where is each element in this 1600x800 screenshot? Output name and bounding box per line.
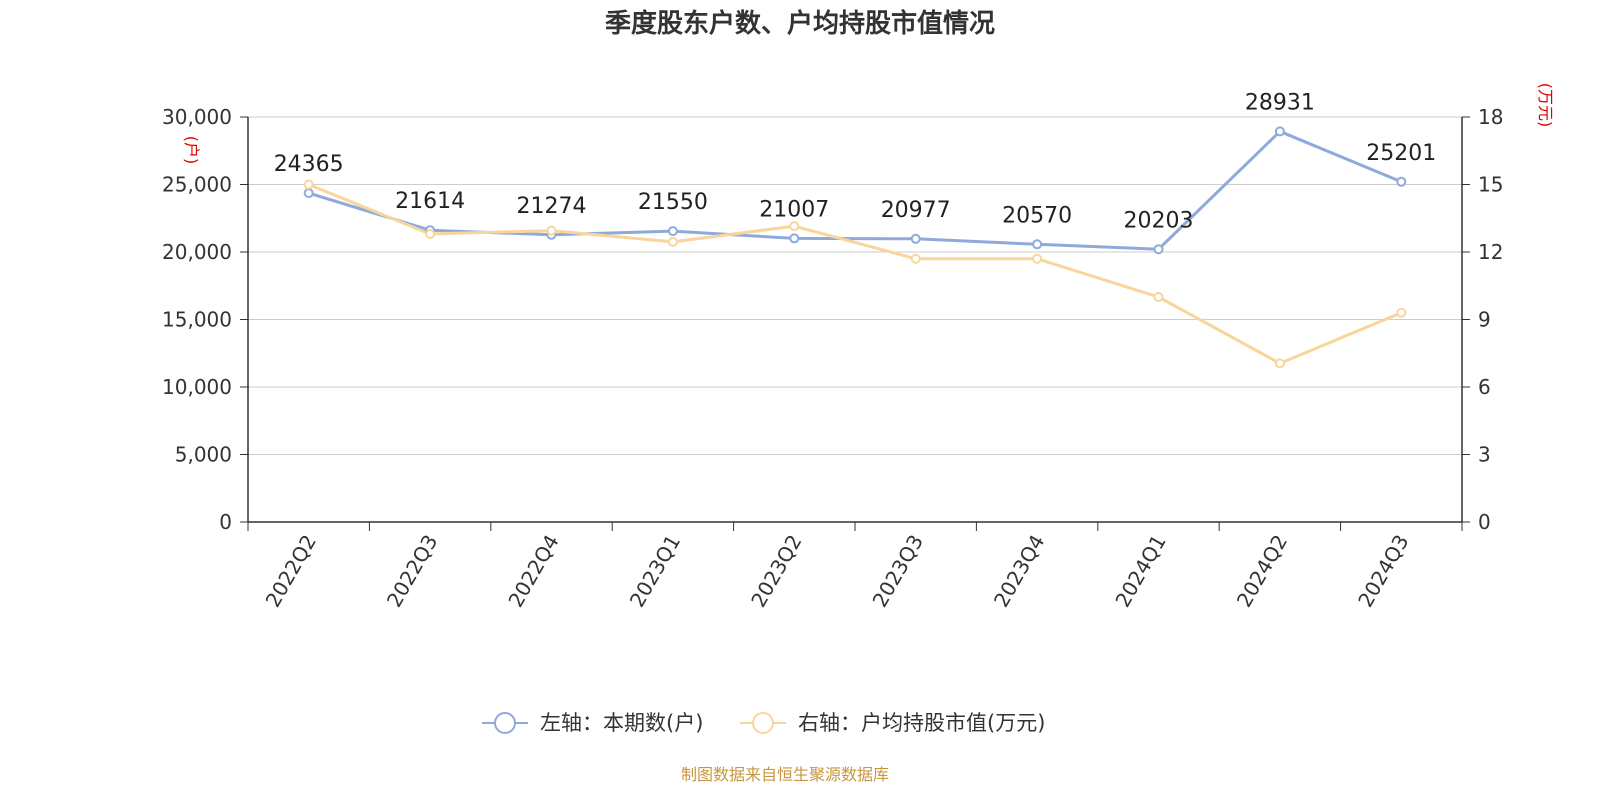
legend-item-left-series[interactable]: 左轴：本期数(户) — [482, 711, 703, 735]
data-label: 21007 — [759, 197, 829, 222]
data-point-right — [667, 236, 678, 247]
left-axis-tick-label: 30,000 — [162, 105, 232, 129]
legend-right-series-circle-icon — [752, 712, 774, 734]
data-point-right — [1153, 292, 1164, 302]
data-point-right — [1274, 358, 1285, 369]
x-axis-tick-label: 2024Q3 — [1353, 531, 1413, 612]
data-point-right — [546, 225, 557, 236]
data-label: 21274 — [517, 194, 587, 219]
right-axis-unit: (万元) — [1536, 83, 1555, 128]
data-point-right — [789, 221, 800, 232]
data-label: 20570 — [1002, 203, 1072, 228]
right-axis-tick-label: 9 — [1478, 308, 1491, 332]
left-axis-tick-label: 15,000 — [162, 308, 232, 332]
x-axis-tick-label: 2023Q2 — [746, 531, 806, 612]
data-label: 28931 — [1245, 90, 1315, 115]
data-point-right — [1396, 307, 1407, 318]
chart-title: 季度股东户数、户均持股市值情况 — [605, 8, 995, 39]
legend-item-right-series[interactable]: 右轴：户均持股市值(万元) — [740, 711, 1045, 735]
data-point-right — [303, 179, 314, 190]
data-point-left — [303, 188, 314, 199]
data-point-right — [425, 229, 436, 239]
data-label: 25201 — [1366, 141, 1436, 166]
right-axis-tick-label: 15 — [1478, 173, 1503, 197]
left-axis-unit: (户) — [182, 136, 201, 165]
data-labels: 24365 21614 21274 21550 21007 20977 20570 20203… — [274, 90, 1437, 233]
right-axis-tick-label: 0 — [1478, 510, 1491, 534]
gridlines — [248, 116, 1462, 455]
right-axis-tick-label: 6 — [1478, 375, 1491, 399]
data-point-left — [1032, 239, 1043, 250]
x-axis-tick-label: 2023Q4 — [989, 531, 1049, 612]
data-label: 24365 — [274, 152, 344, 177]
left-axis-tick-label: 25,000 — [162, 173, 232, 197]
left-axis-tick-label: 5,000 — [175, 443, 232, 467]
right-axis-tick-label: 3 — [1478, 443, 1491, 467]
data-point-left — [1274, 126, 1285, 137]
data-label: 20203 — [1124, 208, 1194, 233]
data-point-right — [1032, 253, 1043, 264]
legend[interactable]: 左轴：本期数(户) 右轴：户均持股市值(万元) — [482, 711, 1045, 735]
data-point-left — [1153, 244, 1164, 255]
left-axis-tick-label: 20,000 — [162, 240, 232, 264]
right-axis-tick-label: 12 — [1478, 240, 1503, 264]
x-axis-tick-label: 2024Q1 — [1110, 531, 1170, 612]
left-axis-tick-label: 0 — [219, 510, 232, 534]
x-axis-tick-label: 2024Q2 — [1232, 531, 1292, 612]
series-line-right — [308, 183, 1402, 365]
data-point-left — [789, 233, 800, 244]
data-point-right — [910, 253, 921, 264]
x-axis-tick-label: 2023Q3 — [868, 531, 928, 612]
data-point-left — [910, 233, 921, 244]
axes: 0 5,000 10,000 15,000 20,000 25,000 30,000 0 3 6 9… — [162, 105, 1503, 611]
x-axis-tick-label: 2022Q4 — [503, 531, 563, 612]
data-label: 21614 — [395, 189, 465, 214]
source-note: 制图数据来自恒生聚源数据库 — [681, 765, 889, 784]
data-label: 21550 — [638, 190, 708, 215]
data-point-left — [1396, 176, 1407, 187]
series-layer — [303, 126, 1407, 369]
data-label: 20977 — [881, 198, 951, 223]
x-axis-tick-label: 2022Q3 — [382, 531, 442, 612]
legend-right-series-label: 右轴：户均持股市值(万元) — [798, 711, 1045, 735]
x-axis-tick-label: 2023Q1 — [625, 531, 685, 612]
data-point-left — [667, 226, 678, 237]
legend-left-series-circle-icon — [494, 712, 516, 734]
right-axis-tick-label: 18 — [1478, 105, 1503, 129]
legend-left-series-label: 左轴：本期数(户) — [540, 711, 703, 735]
x-axis-tick-label: 2022Q2 — [261, 531, 321, 612]
left-axis-tick-label: 10,000 — [162, 375, 232, 399]
